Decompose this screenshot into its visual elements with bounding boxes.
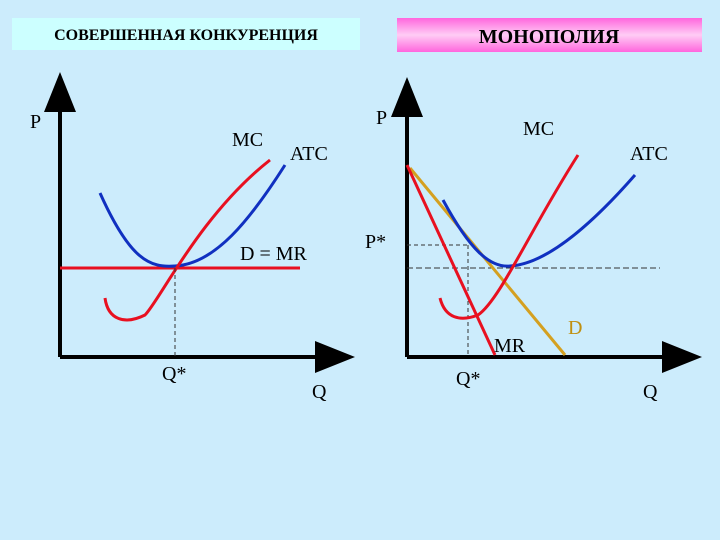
curve-label: ATC (290, 143, 328, 165)
mr-line (405, 164, 497, 356)
atc-curve (441, 174, 637, 268)
curve-label: MR (494, 335, 526, 357)
axis-label: P* (365, 231, 386, 253)
mc-curve (103, 158, 271, 322)
left-title: СОВЕРШЕННАЯ КОНКУРЕНЦИЯ (54, 27, 318, 44)
curve-label: MC (232, 129, 263, 151)
mc-curve (438, 154, 580, 320)
left-chart (44, 72, 355, 373)
right-title: МОНОПОЛИЯ (479, 26, 620, 48)
curve-label: MC (523, 118, 554, 140)
right-title-box (397, 18, 702, 52)
curve-label: D (568, 317, 582, 339)
axis-label: Q* (162, 363, 186, 385)
curve-label: D = MR (240, 243, 308, 265)
axis-label: Q (643, 381, 658, 403)
left-title-box (12, 18, 360, 50)
atc-curve (98, 164, 287, 268)
axis-label: P (30, 111, 41, 133)
axis-label: Q* (456, 368, 480, 390)
demand-line (408, 167, 567, 356)
right-chart (391, 77, 702, 373)
axis-label: P (376, 107, 387, 129)
axis-label: Q (312, 381, 327, 403)
curve-label: ATC (630, 143, 668, 165)
